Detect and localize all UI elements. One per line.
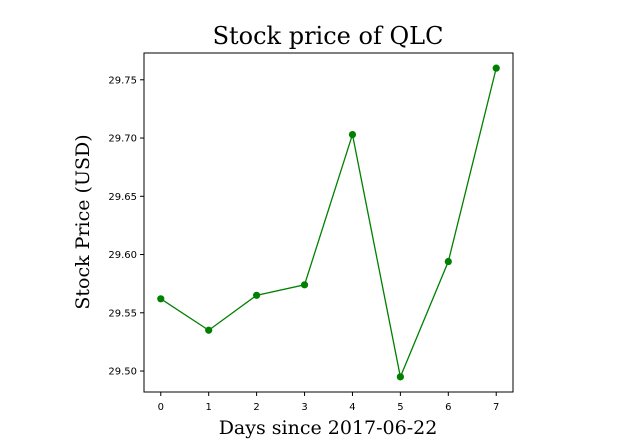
y-tick-label: 29.50 xyxy=(108,367,137,378)
series-layer xyxy=(157,64,500,381)
x-tick-label: 2 xyxy=(253,402,259,413)
y-axis: 29.50 29.55 29.60 29.65 29.70 29.75 xyxy=(108,75,144,378)
x-tick-label: 4 xyxy=(349,402,355,413)
x-tick-label: 5 xyxy=(397,402,403,413)
series-line xyxy=(160,67,497,380)
y-tick-label: 29.55 xyxy=(108,308,137,319)
y-axis-label: Stock Price (USD) xyxy=(72,134,94,309)
data-point xyxy=(205,326,213,334)
y-tick-label: 29.60 xyxy=(108,250,137,261)
x-tick-label: 7 xyxy=(493,402,499,413)
x-tick-label: 1 xyxy=(206,402,212,413)
data-point xyxy=(444,257,452,266)
data-point xyxy=(157,295,165,303)
data-point xyxy=(396,373,404,381)
x-axis: 0 1 2 3 4 5 6 7 xyxy=(158,392,499,413)
x-tick-label: 3 xyxy=(301,402,307,413)
x-axis-label: Days since 2017-06-22 xyxy=(219,417,438,439)
chart-title: Stock price of QLC xyxy=(213,22,444,50)
data-point xyxy=(492,64,500,72)
x-tick-label: 6 xyxy=(445,402,451,413)
y-tick-label: 29.65 xyxy=(108,192,137,203)
x-tick-label: 0 xyxy=(158,402,164,413)
data-point xyxy=(300,281,309,289)
y-tick-label: 29.70 xyxy=(108,134,137,145)
plot-area xyxy=(143,52,514,393)
y-tick-label: 29.75 xyxy=(108,75,137,86)
data-point xyxy=(253,291,261,299)
data-point xyxy=(348,130,357,139)
